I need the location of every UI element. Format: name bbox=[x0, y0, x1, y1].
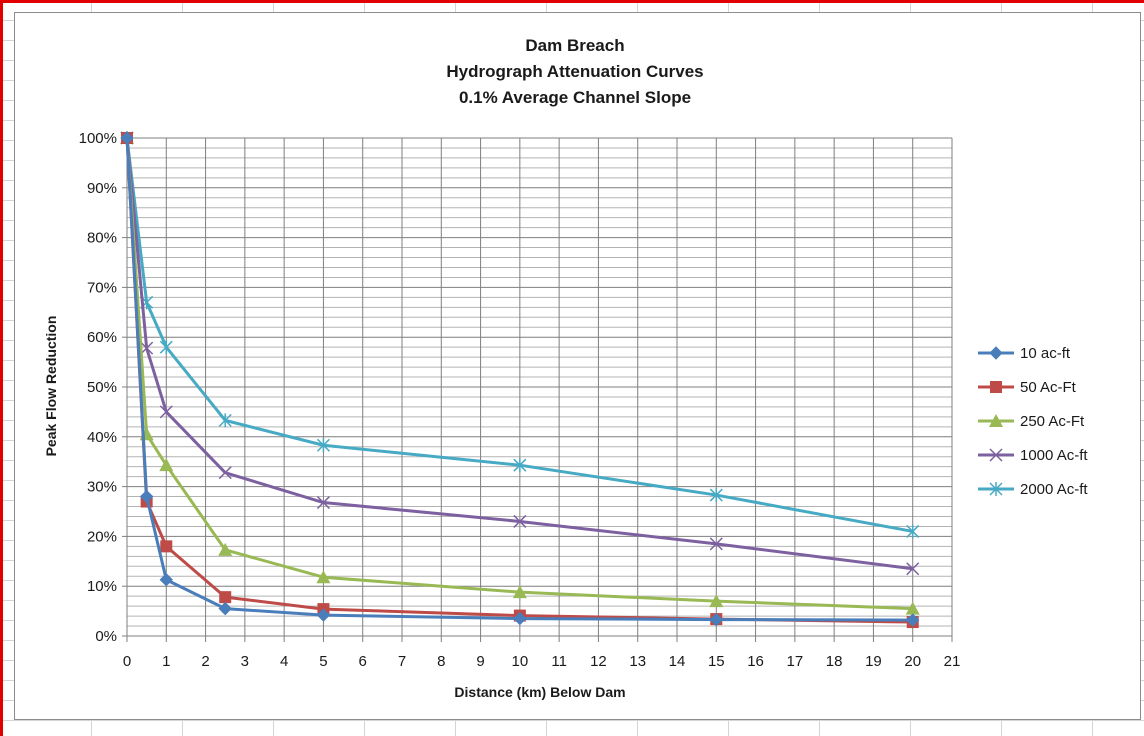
legend-item[interactable]: 1000 Ac-ft bbox=[978, 447, 1088, 464]
y-tick-label: 0% bbox=[95, 628, 117, 645]
x-tick-label: 12 bbox=[590, 653, 607, 670]
y-tick-label: 10% bbox=[87, 578, 117, 595]
y-tick-label: 90% bbox=[87, 180, 117, 197]
legend-label: 1000 Ac-ft bbox=[1020, 447, 1088, 464]
y-tick-label: 50% bbox=[87, 379, 117, 396]
y-tick-label: 20% bbox=[87, 528, 117, 545]
x-tick-label: 9 bbox=[476, 653, 484, 670]
legend-item[interactable]: 250 Ac-Ft bbox=[978, 413, 1085, 430]
x-tick-label: 21 bbox=[944, 653, 961, 670]
series-line bbox=[125, 137, 913, 571]
y-axis-label: Peak Flow Reduction bbox=[43, 316, 59, 457]
series-line bbox=[125, 137, 913, 622]
chart-title-line-1: Dam Breach bbox=[525, 36, 624, 55]
x-tick-label: 19 bbox=[865, 653, 882, 670]
chart-title: Dam Breach Hydrograph Attenuation Curves… bbox=[446, 36, 703, 107]
data-point bbox=[316, 496, 330, 510]
legend[interactable]: 10 ac-ft 50 Ac-Ft 250 Ac-Ft 1000 Ac-ft 2000 … bbox=[978, 345, 1088, 498]
plot-axes: 0%10%20%30%40%50%60%70%80%90%100%0 1 2 3 4 5 6… bbox=[79, 130, 961, 670]
data-point bbox=[709, 488, 723, 503]
data-point bbox=[513, 458, 527, 473]
data-point bbox=[159, 573, 173, 587]
data-point bbox=[316, 608, 331, 622]
y-tick-label: 30% bbox=[87, 479, 117, 496]
series-line bbox=[125, 137, 913, 533]
x-axis-label: Distance (km) Below Dam bbox=[454, 684, 625, 700]
data-point bbox=[709, 537, 723, 551]
data-point bbox=[160, 540, 173, 553]
x-tick-label: 20 bbox=[904, 653, 921, 670]
legend-label: 50 Ac-Ft bbox=[1020, 379, 1077, 396]
chart-title-line-2: Hydrograph Attenuation Curves bbox=[446, 62, 703, 81]
data-point bbox=[219, 591, 232, 604]
data-point bbox=[218, 466, 232, 480]
data-point bbox=[218, 601, 232, 616]
legend-swatch-marker bbox=[989, 414, 1003, 427]
data-point bbox=[905, 601, 920, 615]
x-tick-label: 2 bbox=[201, 653, 209, 670]
chart-svg: Dam Breach Hydrograph Attenuation Curves… bbox=[43, 36, 1088, 700]
data-point bbox=[316, 438, 330, 453]
data-point bbox=[513, 514, 527, 528]
x-tick-label: 17 bbox=[787, 653, 804, 670]
legend-swatch-marker bbox=[989, 482, 1003, 496]
y-tick-label: 70% bbox=[87, 279, 117, 296]
legend-label: 2000 Ac-ft bbox=[1020, 481, 1088, 498]
x-tick-label: 16 bbox=[747, 653, 764, 670]
legend-swatch-marker bbox=[990, 381, 1002, 393]
data-point bbox=[120, 131, 134, 145]
x-tick-label: 11 bbox=[551, 653, 567, 670]
legend-swatch-marker bbox=[989, 346, 1003, 360]
x-tick-label: 13 bbox=[629, 653, 646, 670]
data-point bbox=[218, 413, 232, 428]
plot-grid bbox=[127, 137, 953, 636]
data-point bbox=[139, 489, 154, 504]
y-tick-label: 60% bbox=[87, 329, 117, 346]
data-point bbox=[159, 405, 173, 419]
x-tick-label: 4 bbox=[280, 653, 288, 670]
legend-item[interactable]: 10 ac-ft bbox=[978, 345, 1071, 362]
data-point bbox=[906, 562, 920, 576]
legend-item[interactable]: 50 Ac-Ft bbox=[978, 379, 1077, 396]
data-point bbox=[513, 611, 527, 626]
y-tick-label: 40% bbox=[87, 429, 117, 446]
x-tick-label: 1 bbox=[162, 653, 170, 670]
data-point bbox=[906, 524, 920, 539]
legend-swatch-marker bbox=[989, 448, 1003, 462]
x-tick-label: 5 bbox=[319, 653, 327, 670]
x-tick-label: 15 bbox=[708, 653, 725, 670]
x-tick-label: 0 bbox=[123, 653, 131, 670]
data-point bbox=[709, 594, 724, 608]
y-tick-label: 100% bbox=[79, 130, 117, 147]
x-tick-label: 6 bbox=[359, 653, 367, 670]
chart-title-line-3: 0.1% Average Channel Slope bbox=[459, 88, 691, 107]
x-tick-label: 14 bbox=[669, 653, 686, 670]
legend-label: 10 ac-ft bbox=[1020, 345, 1071, 362]
legend-label: 250 Ac-Ft bbox=[1020, 413, 1085, 430]
data-point bbox=[218, 542, 233, 556]
x-tick-label: 18 bbox=[826, 653, 843, 670]
x-tick-label: 3 bbox=[241, 653, 249, 670]
x-tick-label: 10 bbox=[512, 653, 529, 670]
plot-series bbox=[120, 131, 920, 629]
data-point bbox=[159, 340, 173, 355]
y-tick-label: 80% bbox=[87, 230, 117, 247]
data-point bbox=[906, 613, 920, 627]
data-point bbox=[159, 458, 174, 472]
x-tick-label: 8 bbox=[437, 653, 445, 670]
legend-item[interactable]: 2000 Ac-ft bbox=[978, 481, 1088, 498]
data-point bbox=[316, 570, 331, 584]
data-point bbox=[512, 585, 527, 599]
chart-area[interactable]: Dam Breach Hydrograph Attenuation Curves… bbox=[14, 12, 1141, 720]
x-tick-label: 7 bbox=[398, 653, 406, 670]
data-point bbox=[709, 612, 723, 627]
